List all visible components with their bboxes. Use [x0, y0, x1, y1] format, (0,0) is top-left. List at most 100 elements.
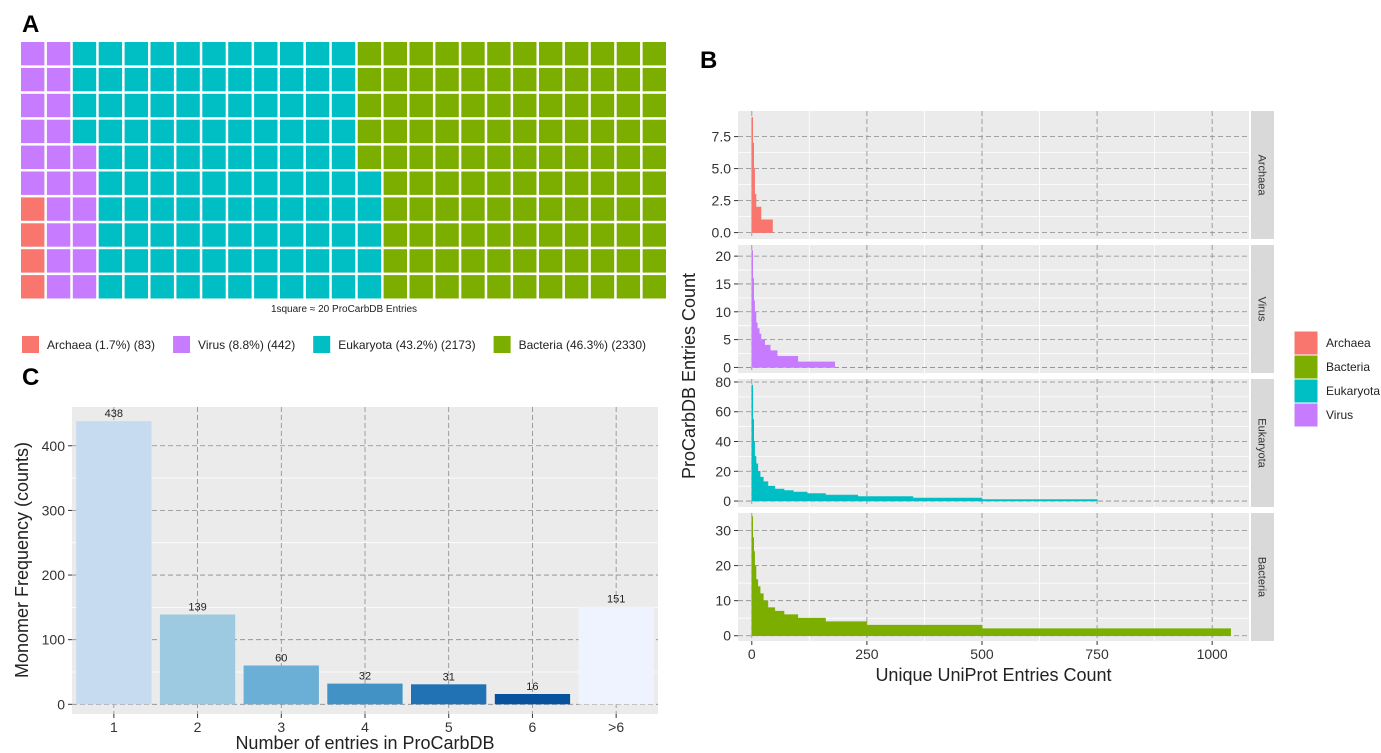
waffle-square: [409, 119, 433, 144]
waffle-square: [539, 249, 563, 273]
bar-value-label: 60: [275, 653, 287, 665]
waffle-square: [331, 119, 356, 144]
waffle-square: [539, 145, 563, 169]
waffle-square: [357, 145, 382, 169]
waffle-square: [254, 119, 278, 144]
waffle-square: [72, 67, 97, 92]
waffle-square: [513, 249, 537, 273]
waffle-square: [46, 249, 71, 273]
waffle-square: [383, 171, 407, 195]
waffle-square: [539, 67, 563, 92]
waffle-square: [331, 42, 356, 66]
waffle-square: [357, 93, 382, 118]
waffle-square: [280, 42, 304, 66]
waffle-square: [590, 249, 615, 273]
waffle-square: [176, 145, 200, 169]
waffle-square: [228, 249, 252, 273]
waffle-square: [435, 119, 459, 144]
waffle-square: [280, 67, 304, 92]
legend-key: [313, 336, 331, 353]
waffle-square: [513, 145, 537, 169]
waffle-square: [228, 119, 252, 144]
waffle-square: [331, 67, 356, 92]
x-tick-label: 1: [110, 719, 118, 735]
waffle-square: [564, 197, 589, 221]
legend-key: [1293, 354, 1319, 380]
facet-area-archaea: [751, 117, 773, 233]
waffle-square: [642, 223, 666, 247]
waffle-square: [590, 119, 615, 144]
waffle-square: [254, 42, 278, 66]
waffle-square: [176, 93, 200, 118]
y-tick-label: 20: [715, 248, 731, 264]
waffle-square: [305, 67, 330, 92]
waffle-square: [357, 119, 382, 144]
waffle-square: [202, 119, 226, 144]
waffle-square: [616, 249, 641, 273]
waffle-square: [305, 42, 330, 66]
y-tick-label: 5: [723, 332, 731, 348]
waffle-square: [305, 145, 330, 169]
waffle-square: [409, 42, 433, 66]
waffle-square: [616, 171, 641, 195]
waffle-square: [409, 67, 433, 92]
waffle-square: [383, 249, 407, 273]
x-tick-label: >6: [608, 719, 624, 735]
waffle-square: [461, 197, 485, 221]
waffle-square: [21, 223, 45, 247]
waffle-square: [280, 249, 304, 273]
legend-key: [1293, 378, 1319, 404]
waffle-square: [564, 223, 589, 247]
waffle-square: [72, 145, 97, 169]
waffle-square: [150, 275, 174, 299]
waffle-square: [202, 67, 226, 92]
waffle-square: [21, 93, 45, 118]
waffle-square: [539, 42, 563, 66]
legend-label: Virus: [1326, 408, 1353, 422]
waffle-square: [305, 171, 330, 195]
bar: [578, 606, 654, 705]
waffle-square: [435, 67, 459, 92]
waffle-square: [150, 145, 174, 169]
x-tick-label: 4: [361, 719, 369, 735]
y-tick-label: 0: [723, 628, 731, 644]
waffle-square: [357, 197, 382, 221]
facet-x-axis-title: Unique UniProt Entries Count: [875, 665, 1111, 685]
waffle-square: [487, 249, 511, 273]
waffle-square: [616, 42, 641, 66]
y-tick-label: 0: [723, 359, 731, 375]
waffle-square: [124, 249, 148, 273]
waffle-square: [150, 67, 174, 92]
waffle-square: [72, 93, 97, 118]
waffle-square: [642, 67, 666, 92]
waffle-square: [616, 197, 641, 221]
facet-area-bacteria: [751, 516, 1231, 636]
y-tick-label: 10: [715, 593, 731, 609]
waffle-square: [202, 93, 226, 118]
waffle-square: [98, 119, 123, 144]
waffle-square: [616, 93, 641, 118]
legend-key: [173, 336, 191, 353]
bar: [327, 683, 403, 705]
waffle-square: [513, 223, 537, 247]
waffle-square: [409, 93, 433, 118]
waffle-square: [254, 93, 278, 118]
waffle-square: [539, 93, 563, 118]
waffle-square: [98, 275, 123, 299]
waffle-square: [228, 93, 252, 118]
waffle-square: [564, 145, 589, 169]
waffle-square: [461, 249, 485, 273]
facet-chart: 0.0 2.5 5.0 7.5 Archaea 0 5 10 15 20 Virus 0 20 40 60 8…: [712, 111, 1274, 662]
waffle-square: [513, 42, 537, 66]
waffle-square: [150, 93, 174, 118]
waffle-square: [331, 249, 356, 273]
waffle-square: [176, 249, 200, 273]
y-tick-label: 300: [42, 502, 66, 518]
facet-strip: [1251, 513, 1274, 641]
waffle-square: [72, 171, 97, 195]
waffle-square: [254, 197, 278, 221]
waffle-square: [435, 223, 459, 247]
waffle-square: [228, 42, 252, 66]
y-tick-label: 200: [42, 567, 66, 583]
